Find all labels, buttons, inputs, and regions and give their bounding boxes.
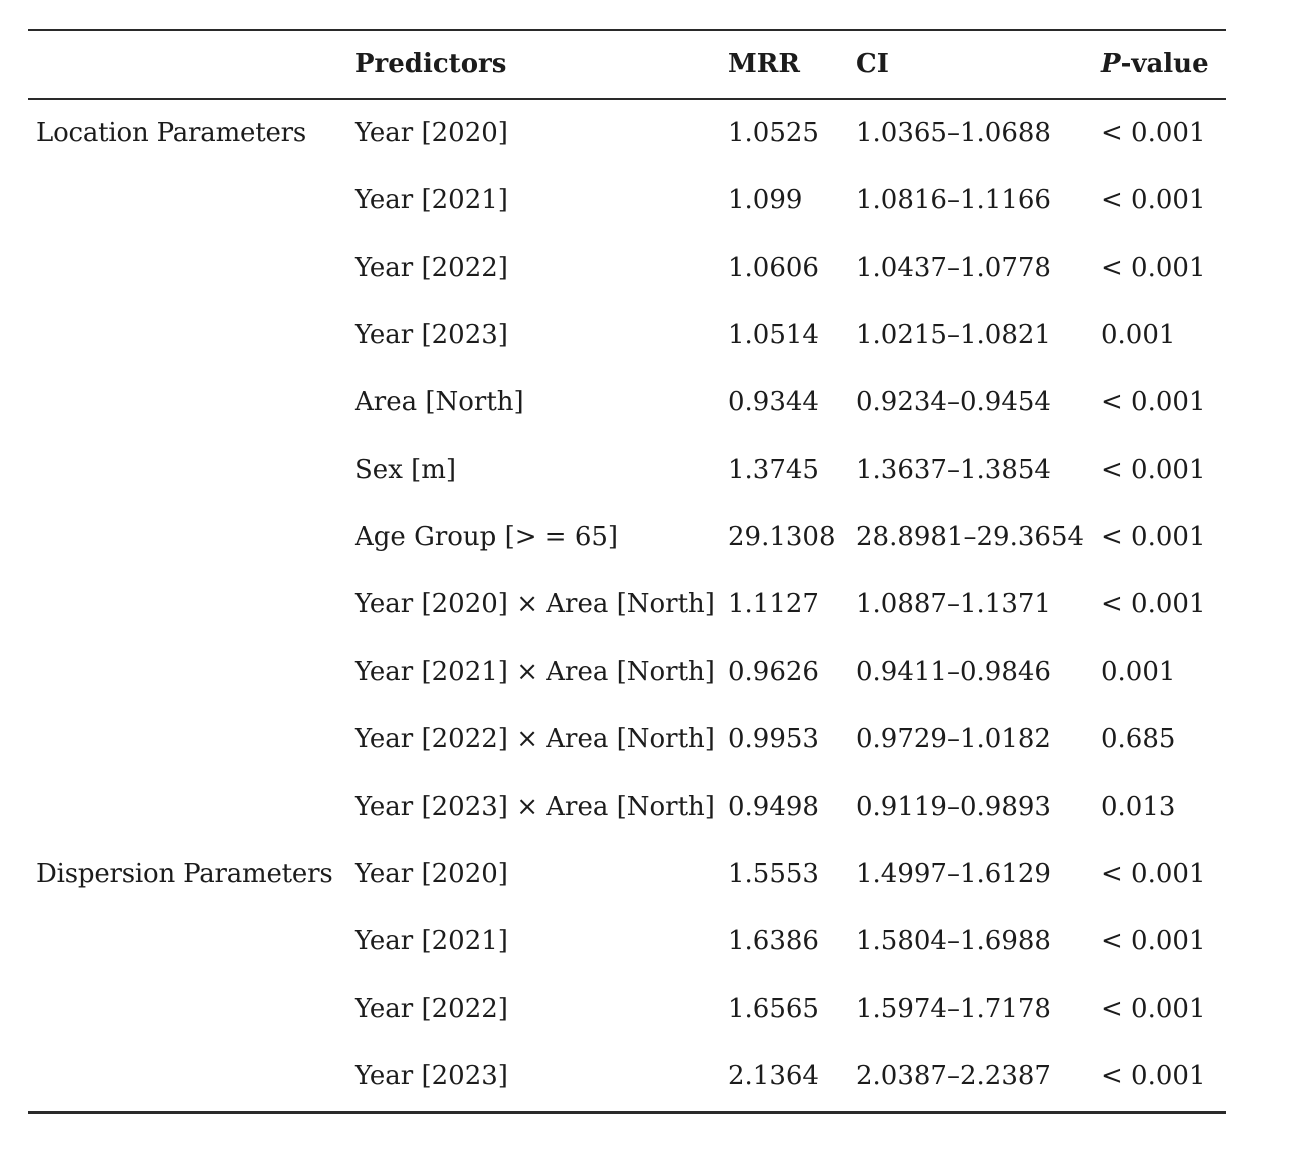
ci-cell: 1.4997–1.6129 (856, 859, 1051, 890)
predictor-cell: Year [2023] × Area [North] (355, 791, 715, 822)
header-predictors-cell: Predictors (355, 48, 507, 79)
mrr-cell: 0.9344 (728, 387, 819, 418)
predictor-cell: Year [2022] (355, 252, 508, 283)
group-cell: Location Parameters (36, 117, 307, 148)
header-mrr-cell: MRR (728, 48, 800, 79)
table-header-row: Predictors MRR CI P-value (28, 31, 1226, 98)
table-header-rule (28, 98, 1226, 100)
predictor-cell: Year [2020] (355, 859, 508, 890)
table-row: Year [2022] × Area [North] 0.9953 0.9729… (28, 707, 1226, 774)
mrr-cell: 1.0606 (728, 252, 819, 283)
table-row: Year [2021] 1.6386 1.5804–1.6988 < 0.001 (28, 909, 1226, 976)
table-bottom-rule (28, 1110, 1226, 1114)
ci-cell: 0.9729–1.0182 (856, 724, 1051, 755)
mrr-cell: 0.9626 (728, 656, 819, 687)
pvalue-cell: < 0.001 (1101, 454, 1206, 485)
ci-cell: 0.9411–0.9846 (856, 656, 1051, 687)
predictor-cell: Year [2021] (355, 185, 508, 216)
ci-cell: 2.0387–2.2387 (856, 1061, 1051, 1092)
mrr-cell: 1.1127 (728, 589, 819, 620)
pvalue-cell: < 0.001 (1101, 117, 1206, 148)
mrr-cell: 1.6386 (728, 926, 819, 957)
ci-cell: 1.3637–1.3854 (856, 454, 1051, 485)
group-cell: Dispersion Parameters (36, 859, 333, 890)
pvalue-cell: < 0.001 (1101, 926, 1206, 957)
predictor-cell: Year [2021] (355, 926, 508, 957)
results-table: Predictors MRR CI P-value Location Param… (28, 29, 1226, 1114)
table-row: Year [2022] 1.6565 1.5974–1.7178 < 0.001 (28, 976, 1226, 1043)
ci-cell: 0.9119–0.9893 (856, 791, 1051, 822)
mrr-cell: 29.1308 (728, 522, 836, 553)
pvalue-cell: 0.685 (1101, 724, 1176, 755)
ci-cell: 1.0887–1.1371 (856, 589, 1051, 620)
predictor-cell: Year [2022] (355, 993, 508, 1024)
ci-cell: 1.0437–1.0778 (856, 252, 1051, 283)
pvalue-cell: 0.001 (1101, 656, 1176, 687)
table-row: Year [2022] 1.0606 1.0437–1.0778 < 0.001 (28, 235, 1226, 302)
mrr-cell: 1.0525 (728, 117, 819, 148)
ci-cell: 1.5804–1.6988 (856, 926, 1051, 957)
header-ci-cell: CI (856, 48, 889, 79)
table-row: Sex [m] 1.3745 1.3637–1.3854 < 0.001 (28, 437, 1226, 504)
ci-cell: 1.5974–1.7178 (856, 993, 1051, 1024)
table-row: Year [2021] 1.099 1.0816–1.1166 < 0.001 (28, 167, 1226, 234)
predictor-cell: Year [2021] × Area [North] (355, 656, 715, 687)
predictor-cell: Year [2022] × Area [North] (355, 724, 715, 755)
header-pvalue-cell: P-value (1101, 48, 1226, 80)
mrr-cell: 1.0514 (728, 319, 819, 350)
predictor-cell: Area [North] (355, 387, 524, 418)
mrr-cell: 0.9953 (728, 724, 819, 755)
ci-cell: 1.0215–1.0821 (856, 319, 1051, 350)
table-row: Year [2023] 2.1364 2.0387–2.2387 < 0.001 (28, 1043, 1226, 1110)
table-row: Year [2021] × Area [North] 0.9626 0.9411… (28, 639, 1226, 706)
pvalue-cell: < 0.001 (1101, 859, 1206, 890)
predictor-cell: Year [2020] (355, 117, 508, 148)
table-row: Year [2023] × Area [North] 0.9498 0.9119… (28, 774, 1226, 841)
mrr-cell: 1.099 (728, 185, 803, 216)
mrr-cell: 2.1364 (728, 1061, 819, 1092)
pvalue-p-italic: P (1101, 48, 1121, 79)
predictor-cell: Year [2023] (355, 319, 508, 350)
ci-cell: 1.0365–1.0688 (856, 117, 1051, 148)
pvalue-cell: < 0.001 (1101, 522, 1206, 553)
table-row: Area [North] 0.9344 0.9234–0.9454 < 0.00… (28, 370, 1226, 437)
pvalue-cell: < 0.001 (1101, 589, 1206, 620)
table-row: Location Parameters Year [2020] 1.0525 1… (28, 100, 1226, 167)
ci-cell: 0.9234–0.9454 (856, 387, 1051, 418)
table-row: Dispersion Parameters Year [2020] 1.5553… (28, 841, 1226, 908)
pvalue-cell: < 0.001 (1101, 993, 1206, 1024)
pvalue-cell: < 0.001 (1101, 252, 1206, 283)
pvalue-cell: < 0.001 (1101, 185, 1206, 216)
ci-cell: 1.0816–1.1166 (856, 185, 1051, 216)
mrr-cell: 0.9498 (728, 791, 819, 822)
predictor-cell: Sex [m] (355, 454, 457, 485)
predictor-cell: Age Group [> = 65] (355, 522, 619, 553)
table-body: Location Parameters Year [2020] 1.0525 1… (28, 100, 1226, 1111)
ci-cell: 28.8981–29.3654 (856, 522, 1085, 553)
mrr-cell: 1.3745 (728, 454, 819, 485)
pvalue-rest: -value (1120, 48, 1209, 79)
pvalue-cell: < 0.001 (1101, 1061, 1206, 1092)
table-row: Year [2023] 1.0514 1.0215–1.0821 0.001 (28, 302, 1226, 369)
pvalue-cell: 0.001 (1101, 319, 1176, 350)
pvalue-cell: < 0.001 (1101, 387, 1206, 418)
table-row: Year [2020] × Area [North] 1.1127 1.0887… (28, 572, 1226, 639)
table-top-rule (28, 29, 1226, 31)
mrr-cell: 1.6565 (728, 993, 819, 1024)
table-row: Age Group [> = 65] 29.1308 28.8981–29.36… (28, 504, 1226, 571)
predictor-cell: Year [2020] × Area [North] (355, 589, 715, 620)
mrr-cell: 1.5553 (728, 859, 819, 890)
pvalue-cell: 0.013 (1101, 791, 1176, 822)
predictor-cell: Year [2023] (355, 1061, 508, 1092)
